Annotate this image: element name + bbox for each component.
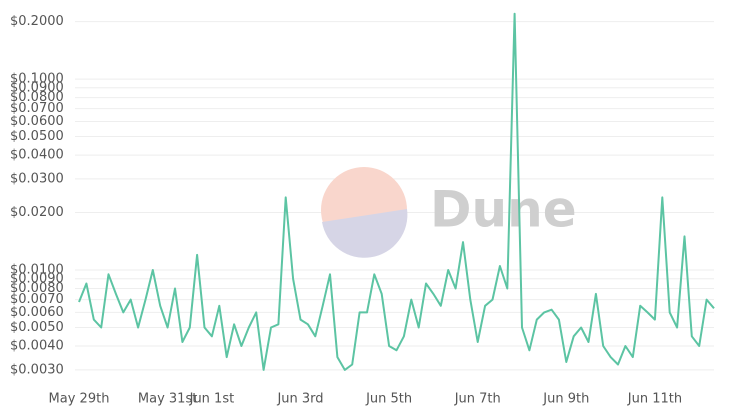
- y-tick-label: $0.0400: [10, 148, 64, 163]
- y-tick-label: $0.1000: [10, 72, 64, 87]
- y-tick-label: $0.0700: [10, 101, 64, 116]
- x-tick-label: Jun 7th: [454, 392, 501, 407]
- y-tick-label: $0.0040: [10, 339, 64, 354]
- y-tick-label: $0.0300: [10, 171, 64, 186]
- y-tick-label: $0.0800: [10, 90, 64, 105]
- y-tick-label: $0.0050: [10, 320, 64, 335]
- x-tick-label: Jun 1st: [189, 392, 235, 407]
- watermark: Dune: [430, 181, 577, 239]
- x-tick-label: Jun 5th: [365, 392, 412, 407]
- logo-lower: [322, 209, 408, 258]
- y-tick-label: $0.0900: [10, 80, 64, 95]
- y-tick-label: $0.0200: [10, 205, 64, 220]
- y-tick-label: $0.0070: [10, 292, 64, 307]
- y-tick-label: $0.0500: [10, 129, 64, 144]
- x-tick-label: Jun 11th: [627, 392, 682, 407]
- x-tick-label: May 29th: [49, 392, 110, 407]
- y-tick-label: $0.0090: [10, 271, 64, 286]
- x-tick-label: Jun 9th: [542, 392, 589, 407]
- y-tick-label: $0.0100: [10, 263, 64, 278]
- logo: [321, 167, 408, 258]
- y-tick-label: $0.0080: [10, 281, 64, 296]
- x-tick-label: Jun 3rd: [276, 392, 323, 407]
- x-tick-label: May 31st: [138, 392, 197, 407]
- y-tick-label: $0.0030: [10, 362, 64, 377]
- y-tick-label: $0.0060: [10, 305, 64, 320]
- y-tick-label: $0.2000: [10, 14, 64, 29]
- price-line: [78, 12, 715, 371]
- y-tick-label: $0.0600: [10, 114, 64, 129]
